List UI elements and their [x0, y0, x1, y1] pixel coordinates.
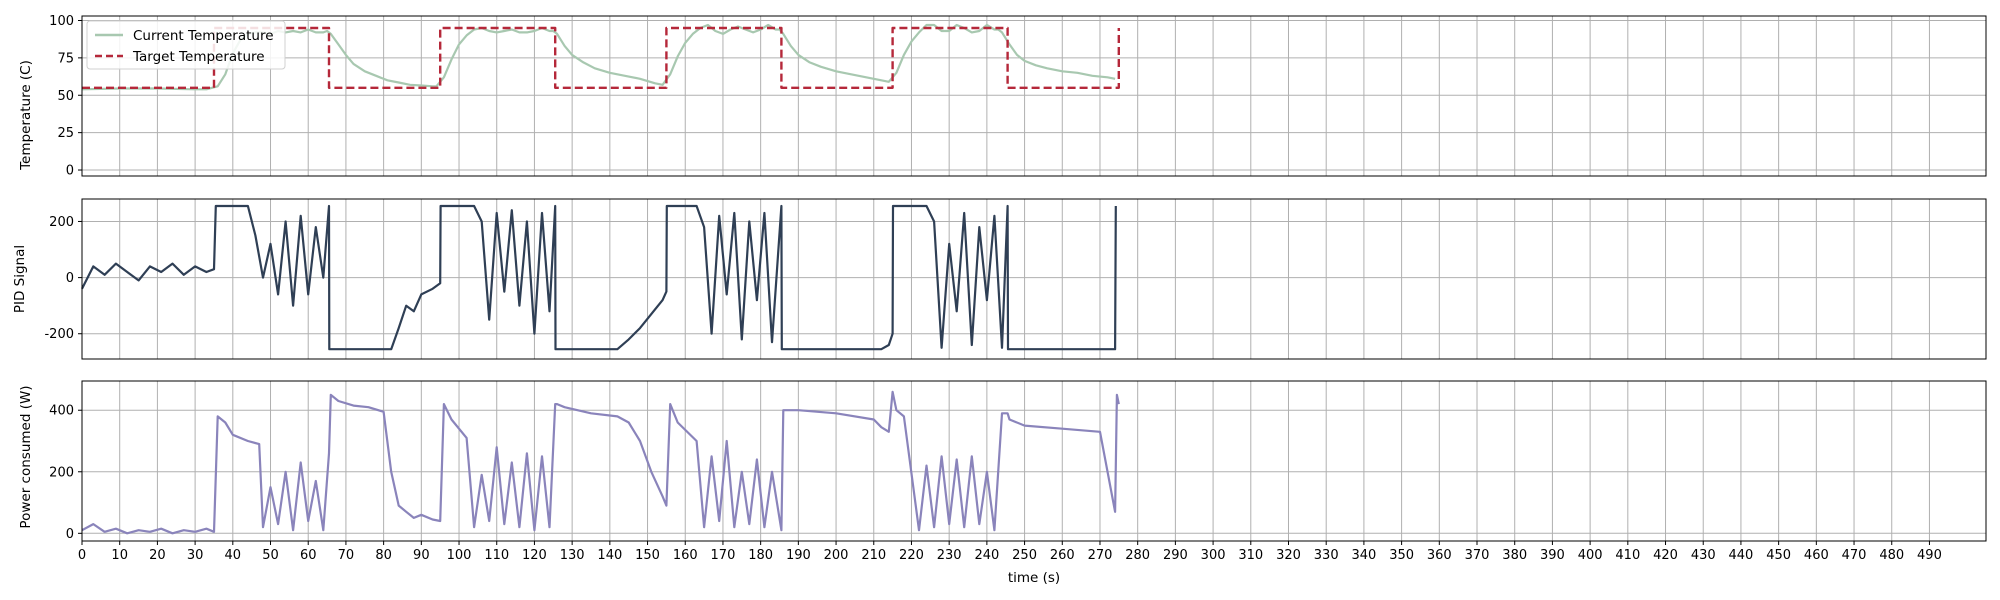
y-tick-label: 0 [66, 164, 74, 179]
x-tick-label: 70 [338, 548, 355, 563]
x-tick-label: 30 [187, 548, 204, 563]
x-tick-label: 360 [1427, 548, 1452, 563]
x-tick-label: 330 [1314, 548, 1339, 563]
x-tick-label: 50 [262, 548, 279, 563]
x-tick-label: 300 [1201, 548, 1226, 563]
x-tick-label: 340 [1351, 548, 1376, 563]
x-tick-label: 120 [522, 548, 547, 563]
power-series-line-0 [81, 390, 1120, 535]
axes-frame [81, 380, 1987, 542]
axes-frame [81, 198, 1987, 360]
x-tick-label: 270 [1088, 548, 1113, 563]
axes-frame [81, 15, 1987, 177]
x-tick-label: 440 [1729, 548, 1754, 563]
x-tick-label: 420 [1653, 548, 1678, 563]
x-tick-label: 160 [673, 548, 698, 563]
x-tick-label: 230 [937, 548, 962, 563]
x-tick-label: 80 [375, 548, 392, 563]
x-tick-label: 430 [1691, 548, 1716, 563]
y-tick-label: 100 [49, 14, 74, 29]
x-tick-label: 240 [974, 548, 999, 563]
x-tick-label: 370 [1465, 548, 1490, 563]
pid-plot-area: -200 0 200 [44, 198, 1987, 360]
x-tick-label: 190 [786, 548, 811, 563]
x-tick-label: 320 [1276, 548, 1301, 563]
y-tick-label: 200 [49, 215, 74, 230]
pid-panel: PID Signal -200 0 200 [12, 198, 1987, 360]
x-tick-label: 310 [1238, 548, 1263, 563]
x-tick-label: 100 [447, 548, 472, 563]
temperature-panel: Temperature (C) 0 25 50 75 100 Current Tempe… [18, 14, 1987, 179]
x-tick-label: 490 [1917, 548, 1942, 563]
temperature-plot-area: 0 25 50 75 100 [49, 14, 1987, 179]
y-tick-label: 50 [57, 89, 74, 104]
x-tick-label: 400 [1578, 548, 1603, 563]
y-tick-label: 0 [66, 527, 74, 542]
x-tick-label: 40 [225, 548, 242, 563]
power-y-axis-label: Power consumed (W) [18, 385, 34, 528]
x-tick-label: 110 [484, 548, 509, 563]
x-tick-label: 290 [1163, 548, 1188, 563]
power-panel: Power consumed (W) 0 200 400 0 10 20 30 40 50 60 7… [18, 380, 1987, 586]
x-tick-label: 20 [149, 548, 166, 563]
y-tick-label: 400 [49, 404, 74, 419]
x-tick-label: 480 [1879, 548, 1904, 563]
x-tick-label: 410 [1615, 548, 1640, 563]
x-tick-label: 170 [711, 548, 736, 563]
legend-label-target: Target Temperature [132, 49, 265, 65]
x-tick-label: 180 [748, 548, 773, 563]
x-tick-label: 470 [1842, 548, 1867, 563]
x-tick-label: 130 [560, 548, 585, 563]
legend-label-current: Current Temperature [133, 28, 274, 44]
x-axis-label: time (s) [1008, 570, 1060, 586]
x-tick-label: 60 [300, 548, 317, 563]
power-plot-area: 0 200 400 0 10 20 30 40 50 60 70 80 90 100 110 120 130 14… [49, 380, 1987, 563]
x-tick-label: 200 [824, 548, 849, 563]
x-tick-label: 150 [635, 548, 660, 563]
y-tick-label: 75 [57, 51, 74, 66]
temperature-legend: Current Temperature Target Temperature [86, 20, 286, 70]
x-tick-label: 450 [1766, 548, 1791, 563]
pid-y-axis-label: PID Signal [12, 245, 28, 313]
y-tick-label: 0 [66, 271, 74, 286]
x-tick-label: 90 [413, 548, 430, 563]
y-tick-label: 25 [57, 126, 74, 141]
temperature-series-target-temperature [82, 26, 1121, 90]
y-tick-label: 200 [49, 465, 74, 480]
x-tick-label: 460 [1804, 548, 1829, 563]
x-tick-label: 140 [597, 548, 622, 563]
legend-frame [86, 20, 286, 70]
x-tick-label: 210 [861, 548, 886, 563]
pid-series-line-0 [81, 204, 1117, 351]
temperature-series-current-temperature [81, 23, 1116, 91]
x-tick-label: 350 [1389, 548, 1414, 563]
x-tick-label: 260 [1050, 548, 1075, 563]
x-tick-label: 250 [1012, 548, 1037, 563]
temperature-y-axis-label: Temperature (C) [18, 60, 34, 171]
x-tick-label: 0 [78, 548, 86, 563]
x-tick-label: 380 [1502, 548, 1527, 563]
x-tick-label: 10 [111, 548, 128, 563]
x-tick-label: 390 [1540, 548, 1565, 563]
y-tick-label: -200 [44, 327, 74, 342]
x-tick-label: 280 [1125, 548, 1150, 563]
x-tick-label: 220 [899, 548, 924, 563]
